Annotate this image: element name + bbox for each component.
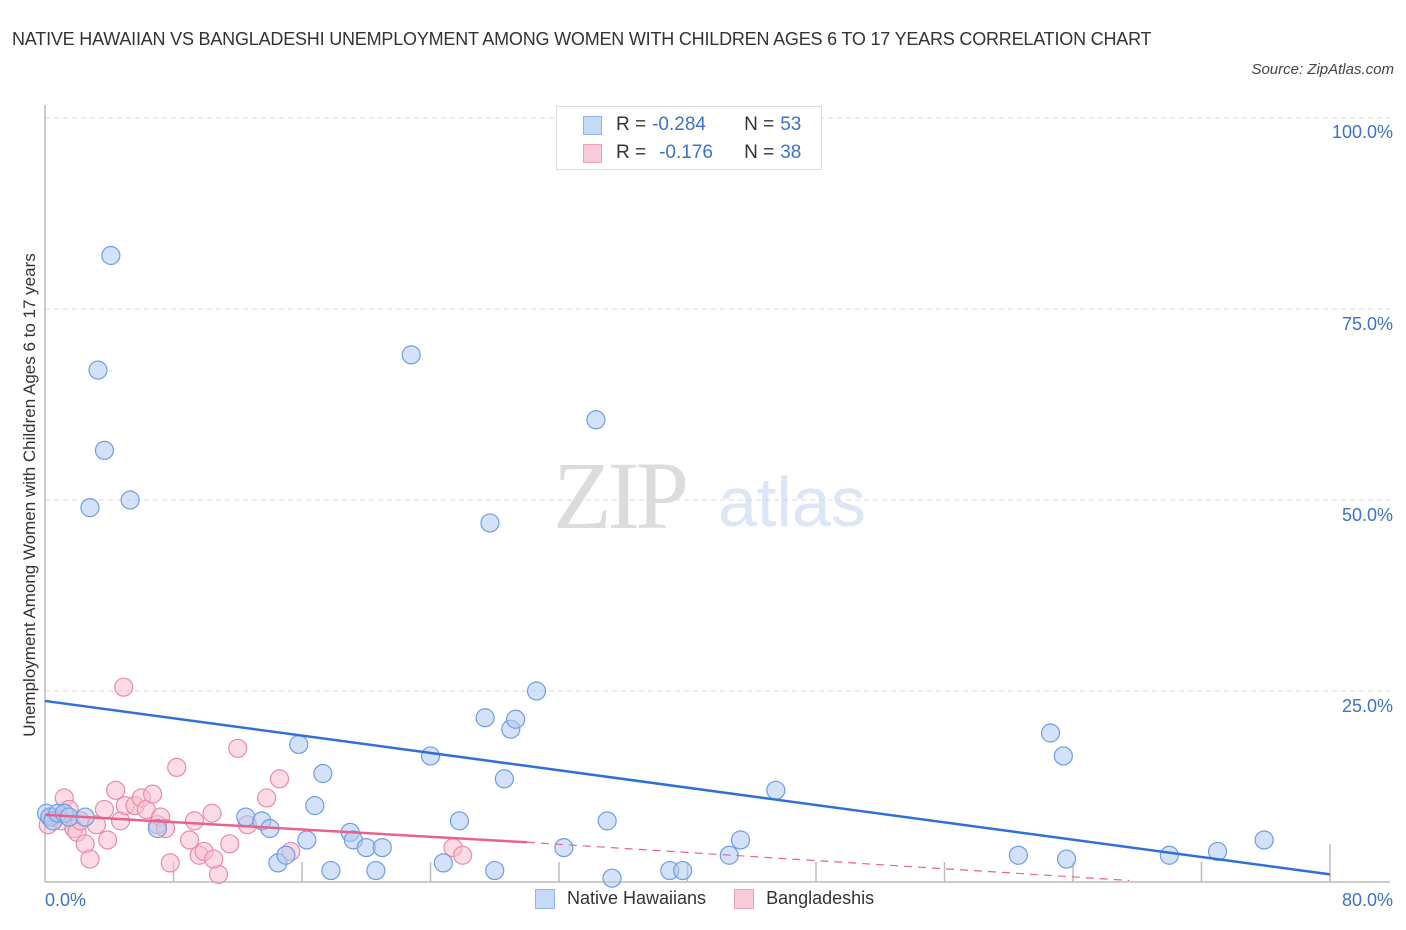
data-point: [220, 834, 240, 854]
data-point: [80, 849, 100, 869]
source-label: Source: ZipAtlas.com: [1251, 61, 1394, 78]
data-point: [433, 853, 453, 873]
data-point: [494, 769, 514, 789]
data-point: [597, 811, 617, 831]
data-point: [276, 845, 296, 865]
data-point: [1056, 849, 1077, 869]
data-point: [257, 788, 277, 808]
r-label: R =: [616, 114, 647, 135]
data-point: [94, 799, 115, 820]
y-tick-50: 50.0%: [1341, 505, 1393, 525]
data-point: [554, 838, 574, 858]
watermark-atlas: atlas: [718, 463, 866, 541]
data-point: [160, 853, 180, 873]
blue-swatch-icon: [535, 888, 555, 909]
data-point: [94, 440, 115, 460]
data-point: [106, 780, 126, 800]
data-point: [485, 860, 505, 881]
data-point: [147, 818, 168, 839]
series-native-hawaiians: [37, 245, 1274, 888]
data-point: [101, 245, 121, 266]
data-point: [1008, 845, 1028, 865]
data-point: [202, 803, 222, 823]
stats-row-bangladeshis: R = -0.176 N = 38: [583, 140, 801, 166]
data-point: [1159, 845, 1179, 865]
data-point: [269, 769, 290, 789]
pink-swatch-icon: [583, 143, 602, 163]
data-point: [228, 738, 248, 758]
trend-line-native-hawaiians: [44, 699, 1331, 876]
trend-line-bangladeshis: [44, 813, 527, 844]
data-point: [420, 746, 441, 766]
data-point: [730, 830, 751, 850]
chart-title: NATIVE HAWAIIAN VS BANGLADESHI UNEMPLOYM…: [12, 29, 1152, 49]
data-point: [297, 830, 317, 850]
data-point: [506, 709, 526, 729]
data-point: [98, 830, 118, 850]
data-point: [143, 784, 163, 804]
data-point: [475, 708, 495, 728]
r-value: -0.284: [652, 114, 706, 135]
y-tick-25: 25.0%: [1341, 696, 1393, 716]
legend-item-bangladeshis[interactable]: Bangladeshis: [734, 888, 874, 909]
x-tick-0: 0.0%: [45, 890, 87, 910]
data-point: [356, 838, 376, 858]
data-point: [204, 849, 224, 869]
stats-legend: R = -0.284 N = 53 R = -0.176 N = 38: [556, 106, 822, 170]
y-tick-100: 100.0%: [1331, 122, 1393, 142]
data-point: [114, 677, 134, 697]
x-tick-80: 80.0%: [1341, 890, 1393, 910]
r-value: -0.176: [659, 142, 713, 163]
data-point: [372, 838, 392, 858]
data-point: [1254, 830, 1274, 850]
series-legend: Native Hawaiians Bangladeshis: [535, 888, 902, 909]
blue-swatch-icon: [583, 115, 602, 135]
data-point: [449, 811, 470, 831]
data-point: [80, 498, 100, 518]
stats-row-native-hawaiians: R = -0.284 N = 53: [583, 112, 801, 138]
data-point: [120, 490, 140, 510]
data-point: [179, 830, 200, 850]
n-value: 53: [780, 114, 802, 135]
data-point: [453, 845, 473, 865]
data-point: [1053, 746, 1073, 766]
data-point: [236, 807, 256, 827]
n-label: N =: [744, 142, 775, 163]
data-point: [673, 860, 693, 881]
legend-label: Native Hawaiians: [567, 888, 707, 908]
data-point: [1040, 723, 1061, 743]
r-label: R =: [616, 142, 647, 163]
data-point: [401, 345, 421, 365]
y-tick-75: 75.0%: [1341, 314, 1393, 334]
y-axis-label: Unemployment Among Women with Children A…: [20, 253, 39, 737]
legend-label: Bangladeshis: [766, 888, 875, 908]
data-point: [321, 860, 341, 881]
pink-swatch-icon: [734, 888, 755, 909]
data-point: [184, 811, 204, 831]
data-point: [305, 795, 325, 816]
trend-lines: [44, 699, 1331, 882]
n-label: N =: [744, 114, 775, 135]
watermark-zip: ZIP: [553, 442, 689, 549]
data-point: [766, 780, 786, 800]
gridlines: [45, 117, 1390, 692]
data-point: [480, 513, 500, 533]
legend-item-native-hawaiians[interactable]: Native Hawaiians: [535, 888, 706, 909]
data-point: [586, 410, 606, 430]
n-value: 38: [780, 142, 802, 163]
data-point: [88, 360, 108, 380]
data-point: [526, 681, 547, 701]
data-point: [167, 757, 187, 778]
data-point: [366, 860, 386, 881]
data-point: [313, 763, 333, 784]
data-point: [602, 868, 622, 888]
data-point: [289, 734, 309, 755]
trend-line-bangladeshis-extended: [526, 841, 1130, 882]
axes: [44, 105, 1390, 883]
